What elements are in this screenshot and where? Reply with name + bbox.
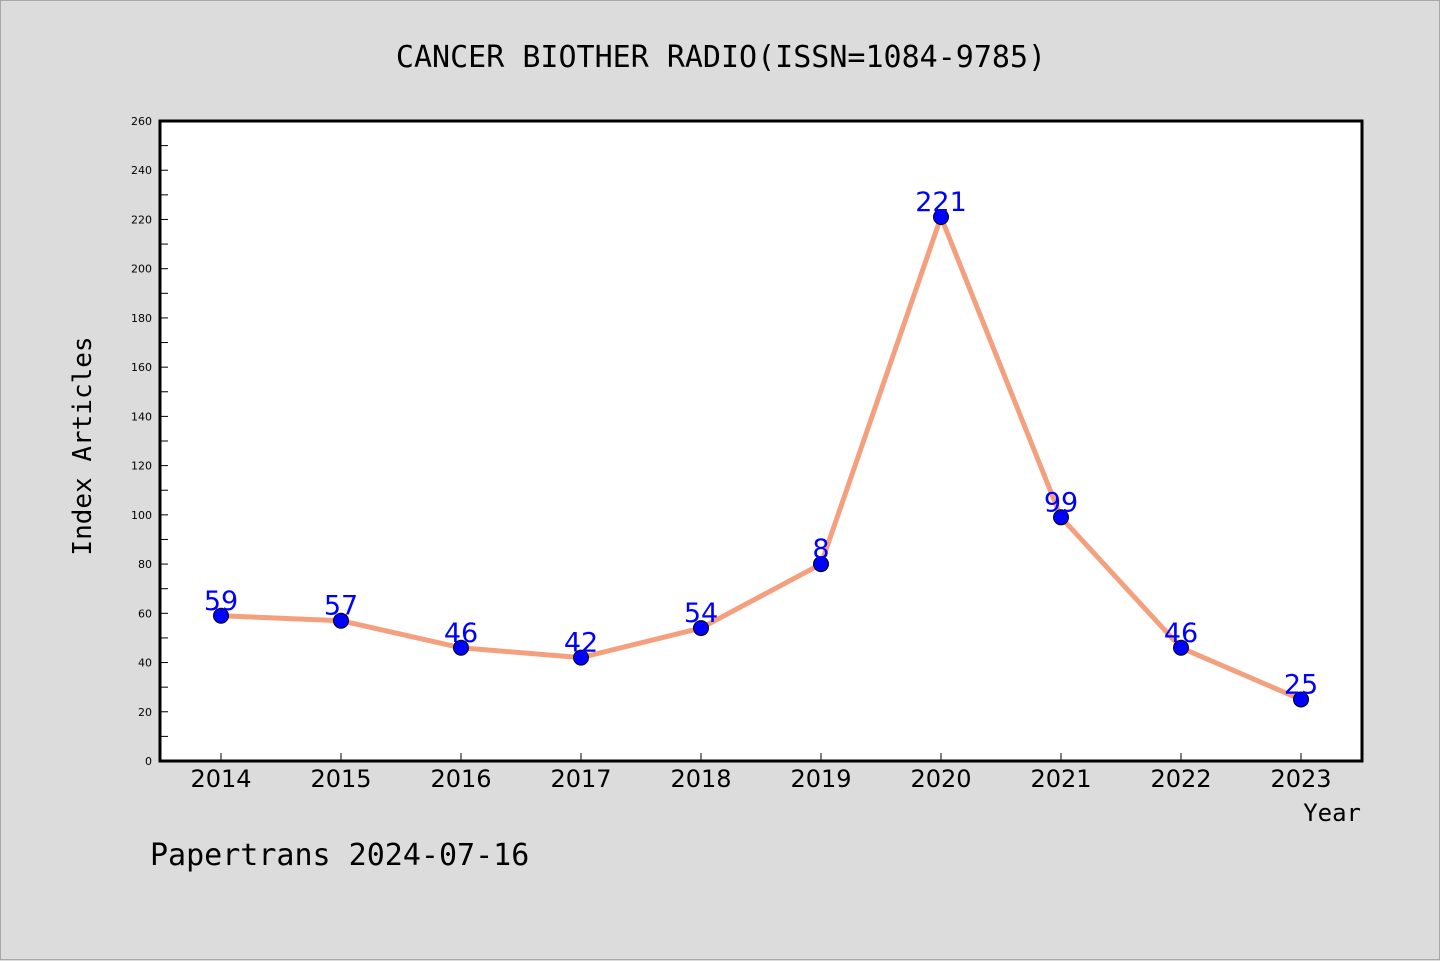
y-tick-label: 0 [145, 755, 152, 768]
y-tick-label: 40 [138, 657, 152, 670]
x-tick-label: 2021 [1030, 765, 1091, 793]
data-point [213, 607, 229, 624]
data-label: 59 [204, 586, 238, 617]
y-tick-label: 160 [131, 361, 152, 374]
footer-credit: Papertrans 2024-07-16 [150, 838, 529, 873]
data-point [1293, 691, 1309, 708]
data-point [933, 209, 949, 225]
x-tick-label: 2014 [190, 765, 251, 793]
data-point [1173, 639, 1189, 656]
data-point [573, 649, 589, 666]
y-tick-label: 80 [138, 558, 152, 571]
series-line [218, 214, 1304, 702]
x-tick-label: 2023 [1270, 765, 1331, 793]
y-axis-label: Index Articles [68, 336, 98, 555]
y-tick-label: 200 [131, 263, 152, 276]
chart-title: CANCER BIOTHER RADIO(ISSN=1084-9785) [396, 40, 1046, 75]
y-tick-label: 140 [131, 410, 152, 423]
series-line-group: 59 57 46 42 54 8 221 99 46 25 [204, 187, 1318, 708]
y-tick-label: 240 [131, 164, 152, 177]
data-label: 46 [1164, 618, 1198, 649]
x-tick-label: 2016 [430, 765, 491, 793]
data-label: 25 [1284, 669, 1318, 700]
y-tick-label: 20 [138, 706, 152, 719]
y-tick-label: 60 [138, 607, 152, 620]
data-label: 46 [444, 618, 478, 649]
plot-area [158, 119, 1364, 763]
y-tick-label: 260 [131, 115, 152, 128]
y-tick-label: 220 [131, 213, 152, 226]
x-tick-label: 2020 [910, 765, 971, 793]
data-label: 54 [684, 598, 718, 629]
y-tick-label: 120 [131, 460, 152, 473]
data-point [453, 639, 469, 656]
data-label: 8 [812, 534, 829, 565]
x-axis-ticks: 2014 2015 2016 2017 2018 2019 2020 2021 2022 2023 [190, 753, 1332, 793]
x-tick-label: 2015 [310, 765, 371, 793]
x-tick-label: 2018 [670, 765, 731, 793]
data-label: 42 [564, 628, 598, 659]
x-tick-label: 2017 [550, 765, 611, 793]
y-tick-label: 180 [131, 312, 152, 325]
data-point [693, 620, 709, 637]
y-tick-label: 100 [131, 509, 152, 522]
data-point [813, 556, 829, 573]
data-point [333, 612, 349, 629]
data-point [1053, 509, 1069, 526]
data-label: 57 [324, 591, 358, 622]
x-axis-label: Year [1303, 799, 1361, 827]
data-label: 99 [1044, 487, 1078, 518]
x-tick-label: 2022 [1150, 765, 1211, 793]
data-label: 221 [915, 187, 967, 218]
y-axis-ticks: 0 20 40 60 80 100 120 140 160 180 200 220 240 260 [131, 115, 168, 768]
x-tick-label: 2019 [790, 765, 851, 793]
